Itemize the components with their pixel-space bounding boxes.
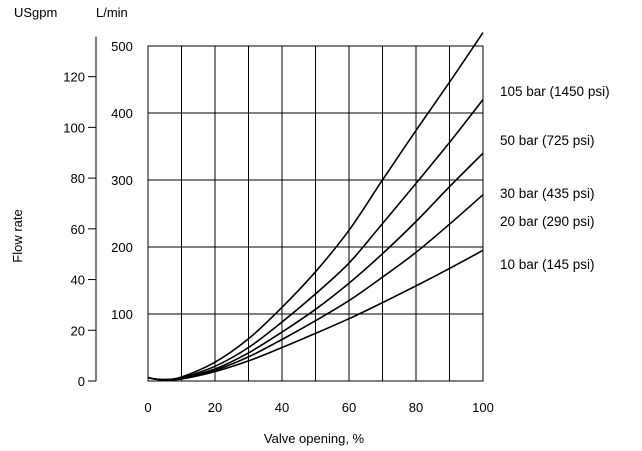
legend: 105 bar (1450 psi) 50 bar (725 psi) 30 bar…	[500, 84, 610, 272]
series-line	[147, 249, 484, 381]
x-axis-tick-label: 40	[275, 400, 289, 415]
right-axis-tick-label: 300	[111, 173, 133, 188]
legend-entry: 20 bar (290 psi)	[500, 214, 595, 229]
x-axis-tick-label: 20	[208, 400, 222, 415]
legend-entry: 30 bar (435 psi)	[500, 186, 595, 201]
left-axis-tick-label: 60	[71, 222, 85, 237]
left-axis-tick-label: 120	[63, 70, 85, 85]
left-axis-usgpm: 0 20 40 60 80 100 120	[63, 36, 97, 389]
x-axis: 0 20 40 60 80 100	[144, 400, 493, 415]
right-axis-tick-label: 100	[111, 307, 133, 322]
x-axis-tick-label: 100	[472, 400, 494, 415]
x-axis-tick-label: 0	[144, 400, 151, 415]
x-axis-tick-label: 80	[409, 400, 423, 415]
curves	[147, 32, 484, 381]
left-axis-tick-label: 20	[71, 323, 85, 338]
right-axis-lmin: 100 200 300 400 500	[111, 39, 133, 322]
plot-frame	[147, 45, 484, 382]
left-axis-ticks: 0 20 40 60 80 100 120	[63, 70, 96, 389]
right-axis-tick-label: 400	[111, 106, 133, 121]
left-axis-tick-label: 40	[71, 273, 85, 288]
x-axis-tick-label: 60	[342, 400, 356, 415]
left-axis-unit: USgpm	[14, 5, 57, 20]
y-axis-title: Flow rate	[10, 209, 25, 262]
legend-entry: 10 bar (145 psi)	[500, 257, 595, 272]
right-axis-unit: L/min	[96, 5, 128, 20]
left-axis-tick-label: 80	[71, 171, 85, 186]
left-axis-tick-label: 0	[78, 374, 85, 389]
grid	[148, 45, 483, 381]
right-axis-tick-label: 500	[111, 39, 133, 54]
left-axis-tick-label: 100	[63, 120, 85, 135]
legend-entry: 50 bar (725 psi)	[500, 133, 595, 148]
legend-entry: 105 bar (1450 psi)	[500, 84, 610, 99]
right-axis-tick-label: 200	[111, 240, 133, 255]
x-axis-title: Valve opening, %	[264, 431, 365, 446]
